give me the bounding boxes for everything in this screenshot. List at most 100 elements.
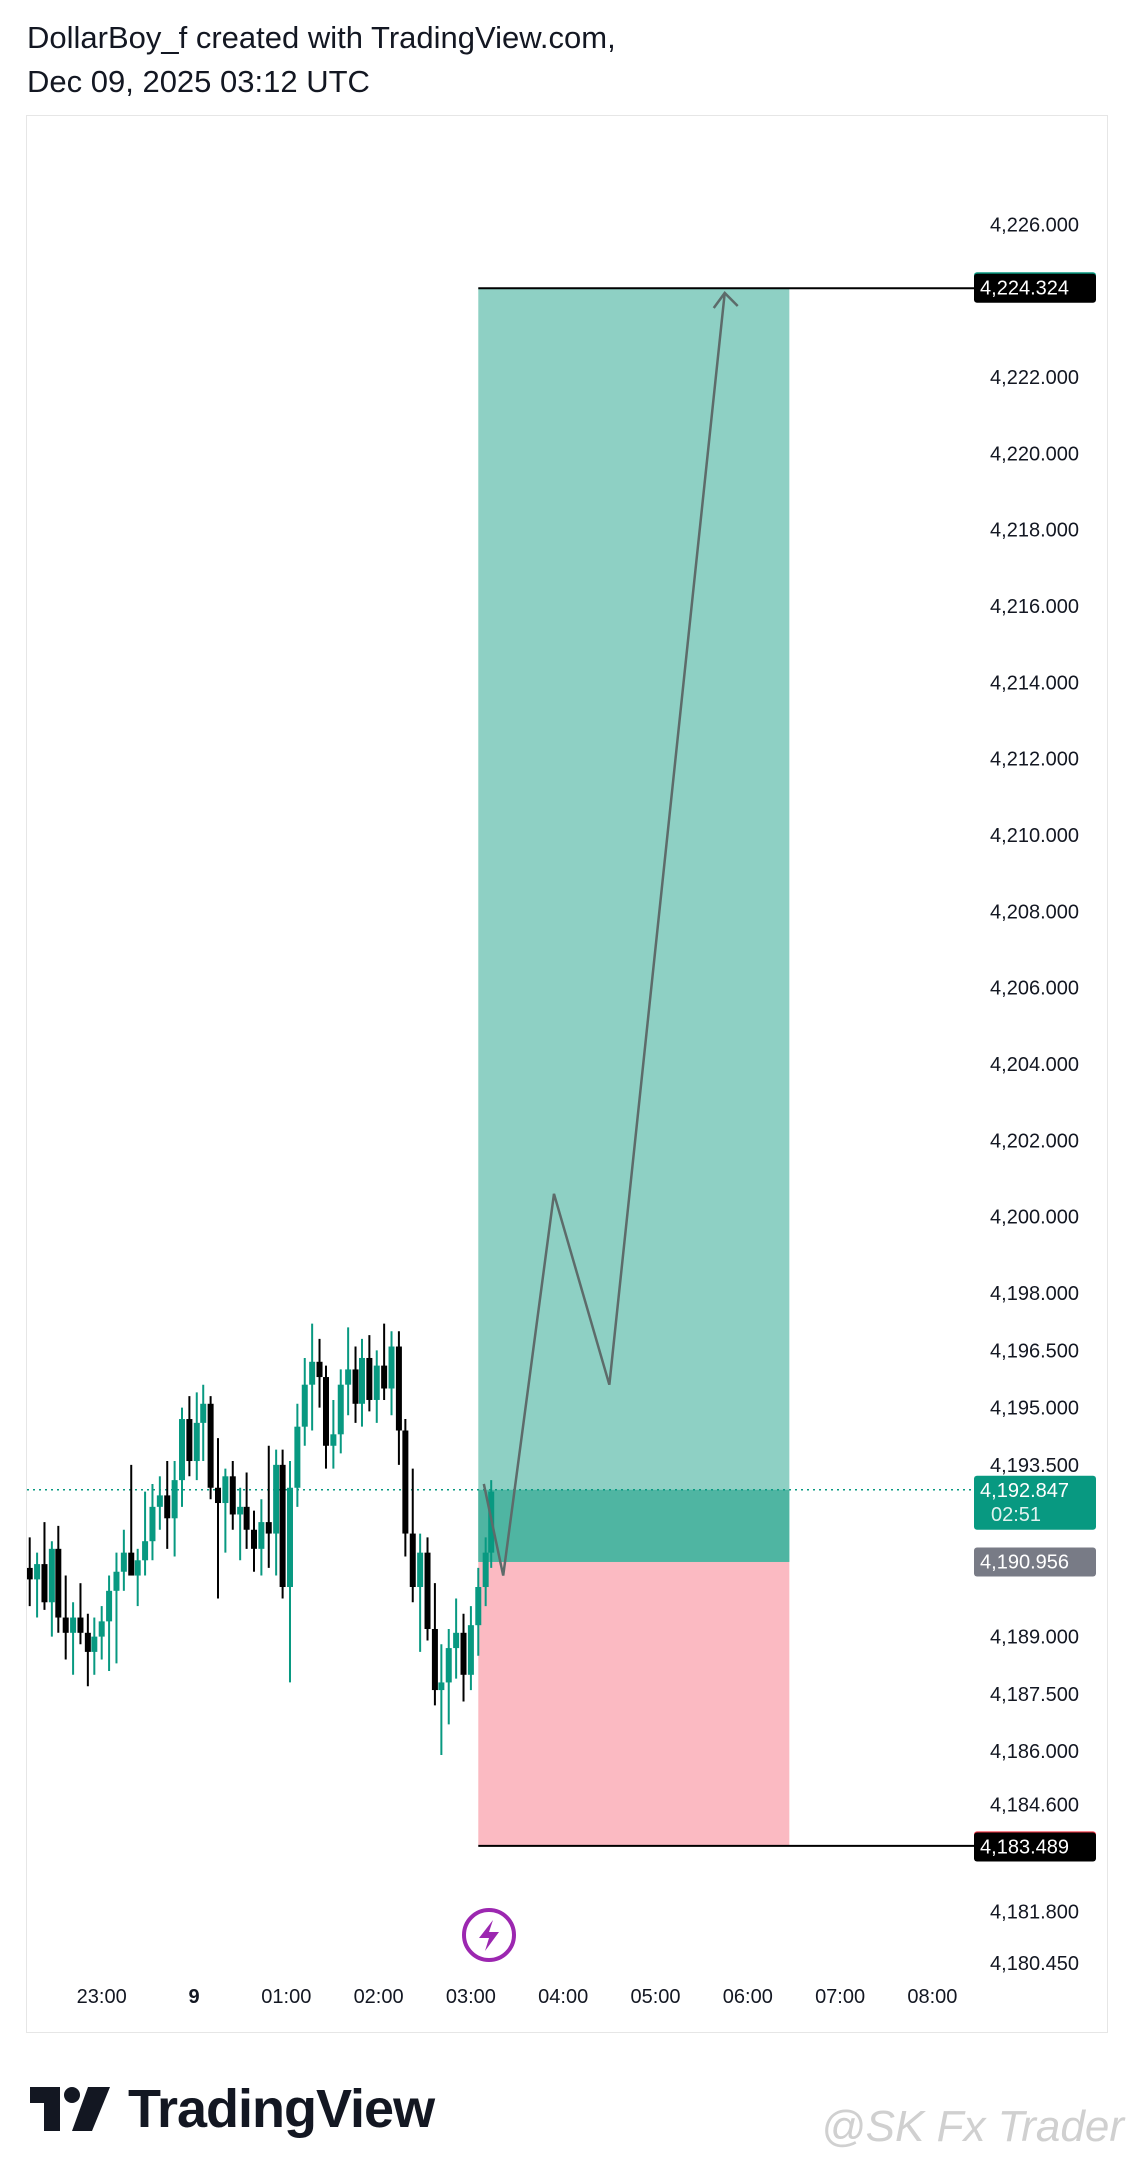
- candle-body: [156, 1495, 163, 1507]
- y-tick-label: 4,193.500: [990, 1455, 1079, 1477]
- candle-body: [294, 1426, 301, 1488]
- candle-body: [286, 1487, 293, 1588]
- candle-body: [186, 1419, 193, 1462]
- candle-body: [62, 1617, 69, 1633]
- y-tick-label: 4,222.000: [990, 367, 1079, 389]
- lightning-icon-bolt: [479, 1920, 499, 1951]
- candle-body: [179, 1419, 186, 1481]
- tradingview-logo-icon: [30, 2087, 110, 2131]
- candle-body: [237, 1506, 244, 1515]
- tradingview-wordmark: TradingView: [128, 2079, 435, 2139]
- candle-body: [453, 1632, 460, 1649]
- candle-body: [98, 1621, 105, 1637]
- x-tick-label: 05:00: [630, 1986, 680, 2008]
- candle-body: [265, 1522, 272, 1534]
- watermark-text: @SK Fx Trader: [820, 2102, 1124, 2151]
- candle-body: [337, 1384, 344, 1435]
- candle-body: [34, 1564, 41, 1580]
- candle-body: [316, 1361, 323, 1378]
- x-tick-label: 23:00: [77, 1986, 127, 2008]
- y-tick-label: 4,195.000: [990, 1398, 1079, 1420]
- price-chart[interactable]: 4,226.000 4,222.000 4,220.000 4,218.000 4,21…: [27, 116, 1109, 2034]
- x-tick-label: 01:00: [261, 1986, 311, 2008]
- price-label-text: 4,224.324: [980, 278, 1069, 300]
- x-tick-label: 9: [188, 1986, 199, 2008]
- candle-body: [48, 1548, 55, 1603]
- projection-path: [482, 292, 726, 1576]
- chart-area[interactable]: 4,226.000 4,222.000 4,220.000 4,218.000 4,21…: [26, 115, 1108, 2033]
- candle-body: [431, 1628, 438, 1691]
- candle-body: [273, 1464, 280, 1534]
- price-label-text: 4,183.489: [980, 1836, 1069, 1858]
- candle-body: [106, 1590, 113, 1622]
- price-label-badge: [974, 1832, 1096, 1862]
- projection-arrowhead: [712, 291, 739, 309]
- candle-body: [222, 1476, 229, 1504]
- candle-body: [438, 1682, 445, 1691]
- y-tick-label: 4,208.000: [990, 901, 1079, 923]
- candle-body: [193, 1422, 200, 1462]
- candle-body: [417, 1552, 424, 1588]
- x-tick-label: 07:00: [815, 1986, 865, 2008]
- candle-body: [214, 1487, 221, 1504]
- candle-body: [482, 1552, 489, 1588]
- x-tick-label: 02:00: [354, 1986, 404, 2008]
- candle-body: [330, 1434, 337, 1446]
- candle-body: [366, 1357, 373, 1400]
- candle-body: [388, 1346, 395, 1389]
- tradingview-brand: TradingView: [30, 2078, 435, 2140]
- price-label-text: 4,190.956: [980, 1551, 1069, 1573]
- candle-body: [55, 1548, 62, 1618]
- candle-body: [352, 1369, 359, 1404]
- price-label-countdown: 02:51: [991, 1504, 1041, 1526]
- candle-body: [301, 1384, 308, 1427]
- candle-body: [229, 1476, 236, 1515]
- open-pnl-band: [478, 1489, 790, 1562]
- y-tick-label: 4,204.000: [990, 1054, 1079, 1076]
- candle-body: [120, 1552, 127, 1572]
- y-tick-label: 4,216.000: [990, 596, 1079, 618]
- x-tick-label: 06:00: [723, 1986, 773, 2008]
- candle-body: [84, 1632, 91, 1652]
- candle-body: [467, 1625, 474, 1675]
- candle-body: [164, 1495, 171, 1519]
- x-tick-label: 08:00: [907, 1986, 957, 2008]
- candle-body: [424, 1552, 431, 1629]
- lightning-event-icon: [462, 1908, 516, 1962]
- y-tick-label: 4,202.000: [990, 1130, 1079, 1152]
- candle-body: [200, 1403, 207, 1423]
- candle-body: [358, 1357, 365, 1404]
- y-tick-label: 4,212.000: [990, 749, 1079, 771]
- y-tick-label: 4,196.500: [990, 1340, 1079, 1362]
- candle-body: [345, 1369, 352, 1385]
- candle-body: [134, 1560, 141, 1576]
- candle-body: [250, 1529, 257, 1549]
- candle-body: [381, 1365, 388, 1389]
- y-tick-label: 4,220.000: [990, 443, 1079, 465]
- candle-body: [395, 1346, 402, 1431]
- y-tick-label: 4,214.000: [990, 672, 1079, 694]
- candle-body: [460, 1632, 467, 1675]
- candle-body: [113, 1571, 120, 1591]
- y-tick-label: 4,180.450: [990, 1953, 1079, 1975]
- candle-body: [279, 1464, 286, 1588]
- price-label-badge: [974, 273, 1096, 303]
- candle-body: [243, 1506, 250, 1530]
- candle-body: [309, 1361, 316, 1385]
- candle-body: [475, 1587, 482, 1626]
- price-label-badge: [974, 1475, 1096, 1530]
- candle-body: [77, 1617, 84, 1633]
- y-tick-label: 4,198.000: [990, 1283, 1079, 1305]
- candle-body: [171, 1480, 178, 1519]
- price-label-text: 4,192.847: [980, 1480, 1069, 1502]
- y-tick-label: 4,181.800: [990, 1901, 1079, 1923]
- y-tick-label: 4,189.000: [990, 1627, 1079, 1649]
- candle-body: [258, 1522, 265, 1549]
- candle-body: [27, 1567, 33, 1580]
- candle-body: [142, 1541, 149, 1561]
- candle-body: [41, 1564, 48, 1603]
- y-tick-label: 4,218.000: [990, 520, 1079, 542]
- candle-body: [402, 1430, 409, 1534]
- candle-body: [128, 1552, 135, 1576]
- chart-timestamp: Dec 09, 2025 03:12 UTC: [27, 64, 370, 99]
